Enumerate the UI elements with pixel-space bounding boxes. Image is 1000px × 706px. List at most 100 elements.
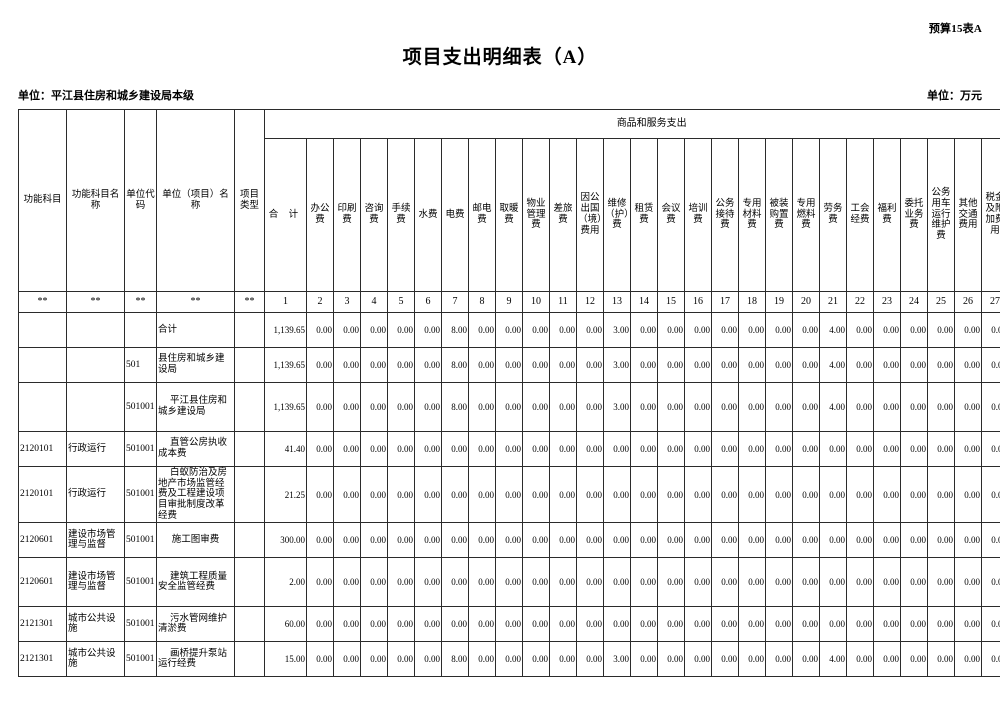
cell-unit-code: 501001 <box>124 431 157 467</box>
cell-value-7: 0.00 <box>441 465 469 524</box>
index-col-26: 26 <box>954 291 982 313</box>
cell-value-19: 0.00 <box>765 347 793 383</box>
cell-value-18: 0.00 <box>738 312 766 348</box>
cell-value-19: 0.00 <box>765 606 793 643</box>
cell-value-8: 0.00 <box>468 522 496 559</box>
cell-value-17: 0.00 <box>711 606 739 643</box>
th-value-8: 邮电费 <box>468 138 496 292</box>
cell-value-19: 0.00 <box>765 557 793 608</box>
index-col-17: 17 <box>711 291 739 313</box>
table-row[interactable]: 2120601 建设市场管理与监督 501001 建筑工程质量安全监管经费 2.00 0.… <box>18 557 1000 608</box>
table-row[interactable]: 2120601 建设市场管理与监督 501001 施工图审费 300.00 0.00 0.0… <box>18 522 1000 559</box>
cell-value-22: 0.00 <box>846 641 874 678</box>
index-left-4: ** <box>156 291 235 313</box>
cell-func-name <box>66 312 125 348</box>
th-value-label: 培训费 <box>688 204 708 225</box>
cell-value-25: 0.00 <box>927 606 955 643</box>
cell-value-8: 0.00 <box>468 557 496 608</box>
cell-value-5: 0.00 <box>387 641 415 678</box>
table-row[interactable]: 501 县住房和城乡建设局 1,139.65 0.00 0.00 0.00 0.00 0.00… <box>18 347 1000 383</box>
cell-value-24: 0.00 <box>900 431 928 467</box>
cell-value-21: 0.00 <box>819 522 847 559</box>
cell-value-20: 0.00 <box>792 557 820 608</box>
cell-value-26: 0.00 <box>954 312 982 348</box>
th-value-label: 专用材料费 <box>742 198 762 231</box>
cell-value-9: 0.00 <box>495 606 523 643</box>
th-value-9: 取暖费 <box>495 138 523 292</box>
index-col-21: 21 <box>819 291 847 313</box>
cell-value-26: 0.00 <box>954 606 982 643</box>
cell-value-23: 0.00 <box>873 431 901 467</box>
cell-value-13: 3.00 <box>603 641 631 678</box>
th-value-label: 其他交通费用 <box>958 198 978 231</box>
cell-value-15: 0.00 <box>657 382 685 432</box>
cell-value-20: 0.00 <box>792 347 820 383</box>
cell-value-22: 0.00 <box>846 347 874 383</box>
th-value-16: 培训费 <box>684 138 712 292</box>
cell-value-1: 1,139.65 <box>264 347 307 383</box>
th-value-label: 差旅费 <box>553 204 573 225</box>
cell-func-code: 2120101 <box>18 465 67 524</box>
cell-value-18: 0.00 <box>738 557 766 608</box>
cell-value-11: 0.00 <box>549 465 577 524</box>
cell-unit-code <box>124 312 157 348</box>
cell-value-12: 0.00 <box>576 382 604 432</box>
table-row[interactable]: 2120101 行政运行 501001 直管公房执收成本费 41.40 0.00 0.00 0… <box>18 431 1000 467</box>
cell-value-10: 0.00 <box>522 557 550 608</box>
table-row[interactable]: 501001 平江县住房和城乡建设局 1,139.65 0.00 0.00 0.00 0.0… <box>18 382 1000 432</box>
cell-value-7: 0.00 <box>441 522 469 559</box>
cell-value-27: 0.00 <box>981 557 1000 608</box>
cell-value-15: 0.00 <box>657 522 685 559</box>
index-col-13: 13 <box>603 291 631 313</box>
cell-proj-type <box>234 347 265 383</box>
cell-value-8: 0.00 <box>468 312 496 348</box>
cell-value-11: 0.00 <box>549 522 577 559</box>
page-title: 项目支出明细表（A） <box>402 47 598 68</box>
cell-value-8: 0.00 <box>468 606 496 643</box>
cell-value-8: 0.00 <box>468 431 496 467</box>
cell-value-25: 0.00 <box>927 641 955 678</box>
table-row[interactable]: 2121301 城市公共设施 501001 污水管网维护清淤费 60.00 0.00 0.0… <box>18 606 1000 643</box>
cell-value-12: 0.00 <box>576 606 604 643</box>
cell-value-4: 0.00 <box>360 312 388 348</box>
cell-func-code: 2120601 <box>18 522 67 559</box>
th-value-label: 委托业务费 <box>904 198 924 231</box>
th-value-label: 印刷费 <box>337 204 357 225</box>
cell-value-6: 0.00 <box>414 606 442 643</box>
cell-value-2: 0.00 <box>306 431 334 467</box>
cell-value-1: 1,139.65 <box>264 312 307 348</box>
cell-value-9: 0.00 <box>495 465 523 524</box>
table-row[interactable]: 合计 1,139.65 0.00 0.00 0.00 0.00 0.00 8.00 0.00 0.… <box>18 312 1000 348</box>
budget-table: 功能科目 功能科目名称 单位代码 单位（项目）名称 项目类型 商品和服务支出 合… <box>18 109 1000 678</box>
th-func-name: 功能科目名称 <box>66 109 125 292</box>
column-index-row: ** ** ** ** ** 1 2 3 4 5 6 7 8 9 10 11 12 13 14 15 16 17 18 19 2… <box>18 291 1000 313</box>
cell-value-16: 0.00 <box>684 465 712 524</box>
th-value-14: 租赁费 <box>630 138 658 292</box>
cell-value-22: 0.00 <box>846 465 874 524</box>
cell-value-4: 0.00 <box>360 641 388 678</box>
cell-unit-code: 501001 <box>124 465 157 524</box>
table-row[interactable]: 2121301 城市公共设施 501001 画桥提升泵站运行经费 15.00 0.00 0.… <box>18 641 1000 678</box>
cell-value-8: 0.00 <box>468 382 496 432</box>
cell-value-10: 0.00 <box>522 606 550 643</box>
cell-value-22: 0.00 <box>846 557 874 608</box>
cell-value-13: 0.00 <box>603 465 631 524</box>
cell-value-24: 0.00 <box>900 465 928 524</box>
cell-value-21: 0.00 <box>819 431 847 467</box>
cell-value-14: 0.00 <box>630 465 658 524</box>
cell-value-13: 3.00 <box>603 347 631 383</box>
table-row[interactable]: 2120101 行政运行 501001 白蚁防治及房地产市场监管经费及工程建设项目审批… <box>18 465 1000 524</box>
cell-value-26: 0.00 <box>954 431 982 467</box>
th-group-goods-services: 商品和服务支出 <box>263 109 1000 139</box>
cell-value-24: 0.00 <box>900 312 928 348</box>
cell-unit-code: 501001 <box>124 606 157 643</box>
th-value-27: 税金及附加费用 <box>981 138 1000 292</box>
cell-value-23: 0.00 <box>873 522 901 559</box>
th-value-label: 水费 <box>418 209 438 220</box>
cell-value-12: 0.00 <box>576 347 604 383</box>
index-col-18: 18 <box>738 291 766 313</box>
cell-value-23: 0.00 <box>873 382 901 432</box>
cell-value-17: 0.00 <box>711 431 739 467</box>
th-value-label: 因公出国（境）费用 <box>578 193 602 236</box>
